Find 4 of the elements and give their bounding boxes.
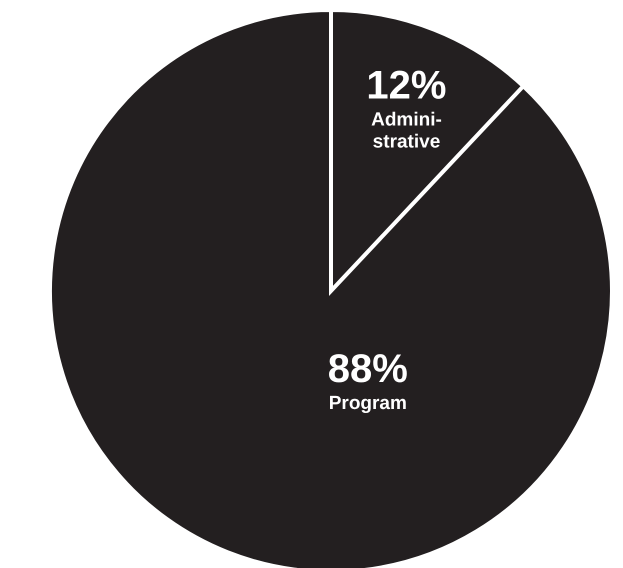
slice-label: Program bbox=[328, 392, 407, 414]
slice-label: Admini- strative bbox=[371, 109, 442, 152]
data-label: 12% bbox=[366, 63, 446, 108]
data-label: 88% bbox=[328, 346, 408, 391]
